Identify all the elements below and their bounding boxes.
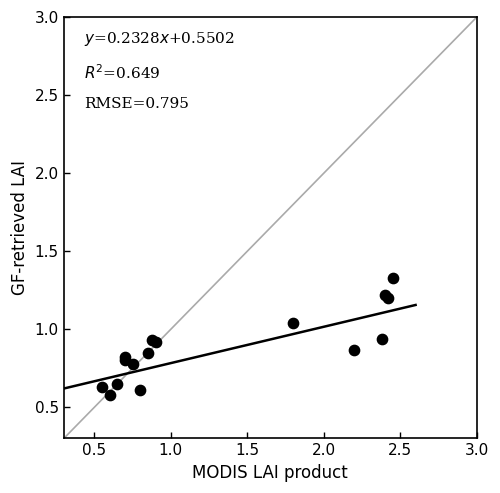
Y-axis label: GF-retrieved LAI: GF-retrieved LAI — [11, 160, 29, 295]
Text: $R^2$=0.649: $R^2$=0.649 — [84, 64, 161, 82]
Point — [148, 336, 156, 344]
Point — [136, 386, 144, 394]
Point — [114, 380, 122, 388]
Point — [384, 294, 392, 302]
X-axis label: MODIS LAI product: MODIS LAI product — [192, 464, 348, 482]
Point — [378, 335, 386, 343]
Point — [121, 356, 129, 364]
Point — [350, 346, 358, 353]
Point — [381, 291, 389, 299]
Point — [98, 383, 106, 391]
Point — [388, 274, 396, 282]
Point — [289, 319, 297, 327]
Point — [152, 338, 160, 346]
Point — [144, 349, 152, 356]
Text: $y$=0.2328$x$+0.5502: $y$=0.2328$x$+0.5502 — [84, 30, 235, 48]
Point — [106, 391, 114, 399]
Point — [121, 353, 129, 361]
Point — [128, 359, 136, 367]
Text: RMSE=0.795: RMSE=0.795 — [84, 97, 190, 111]
